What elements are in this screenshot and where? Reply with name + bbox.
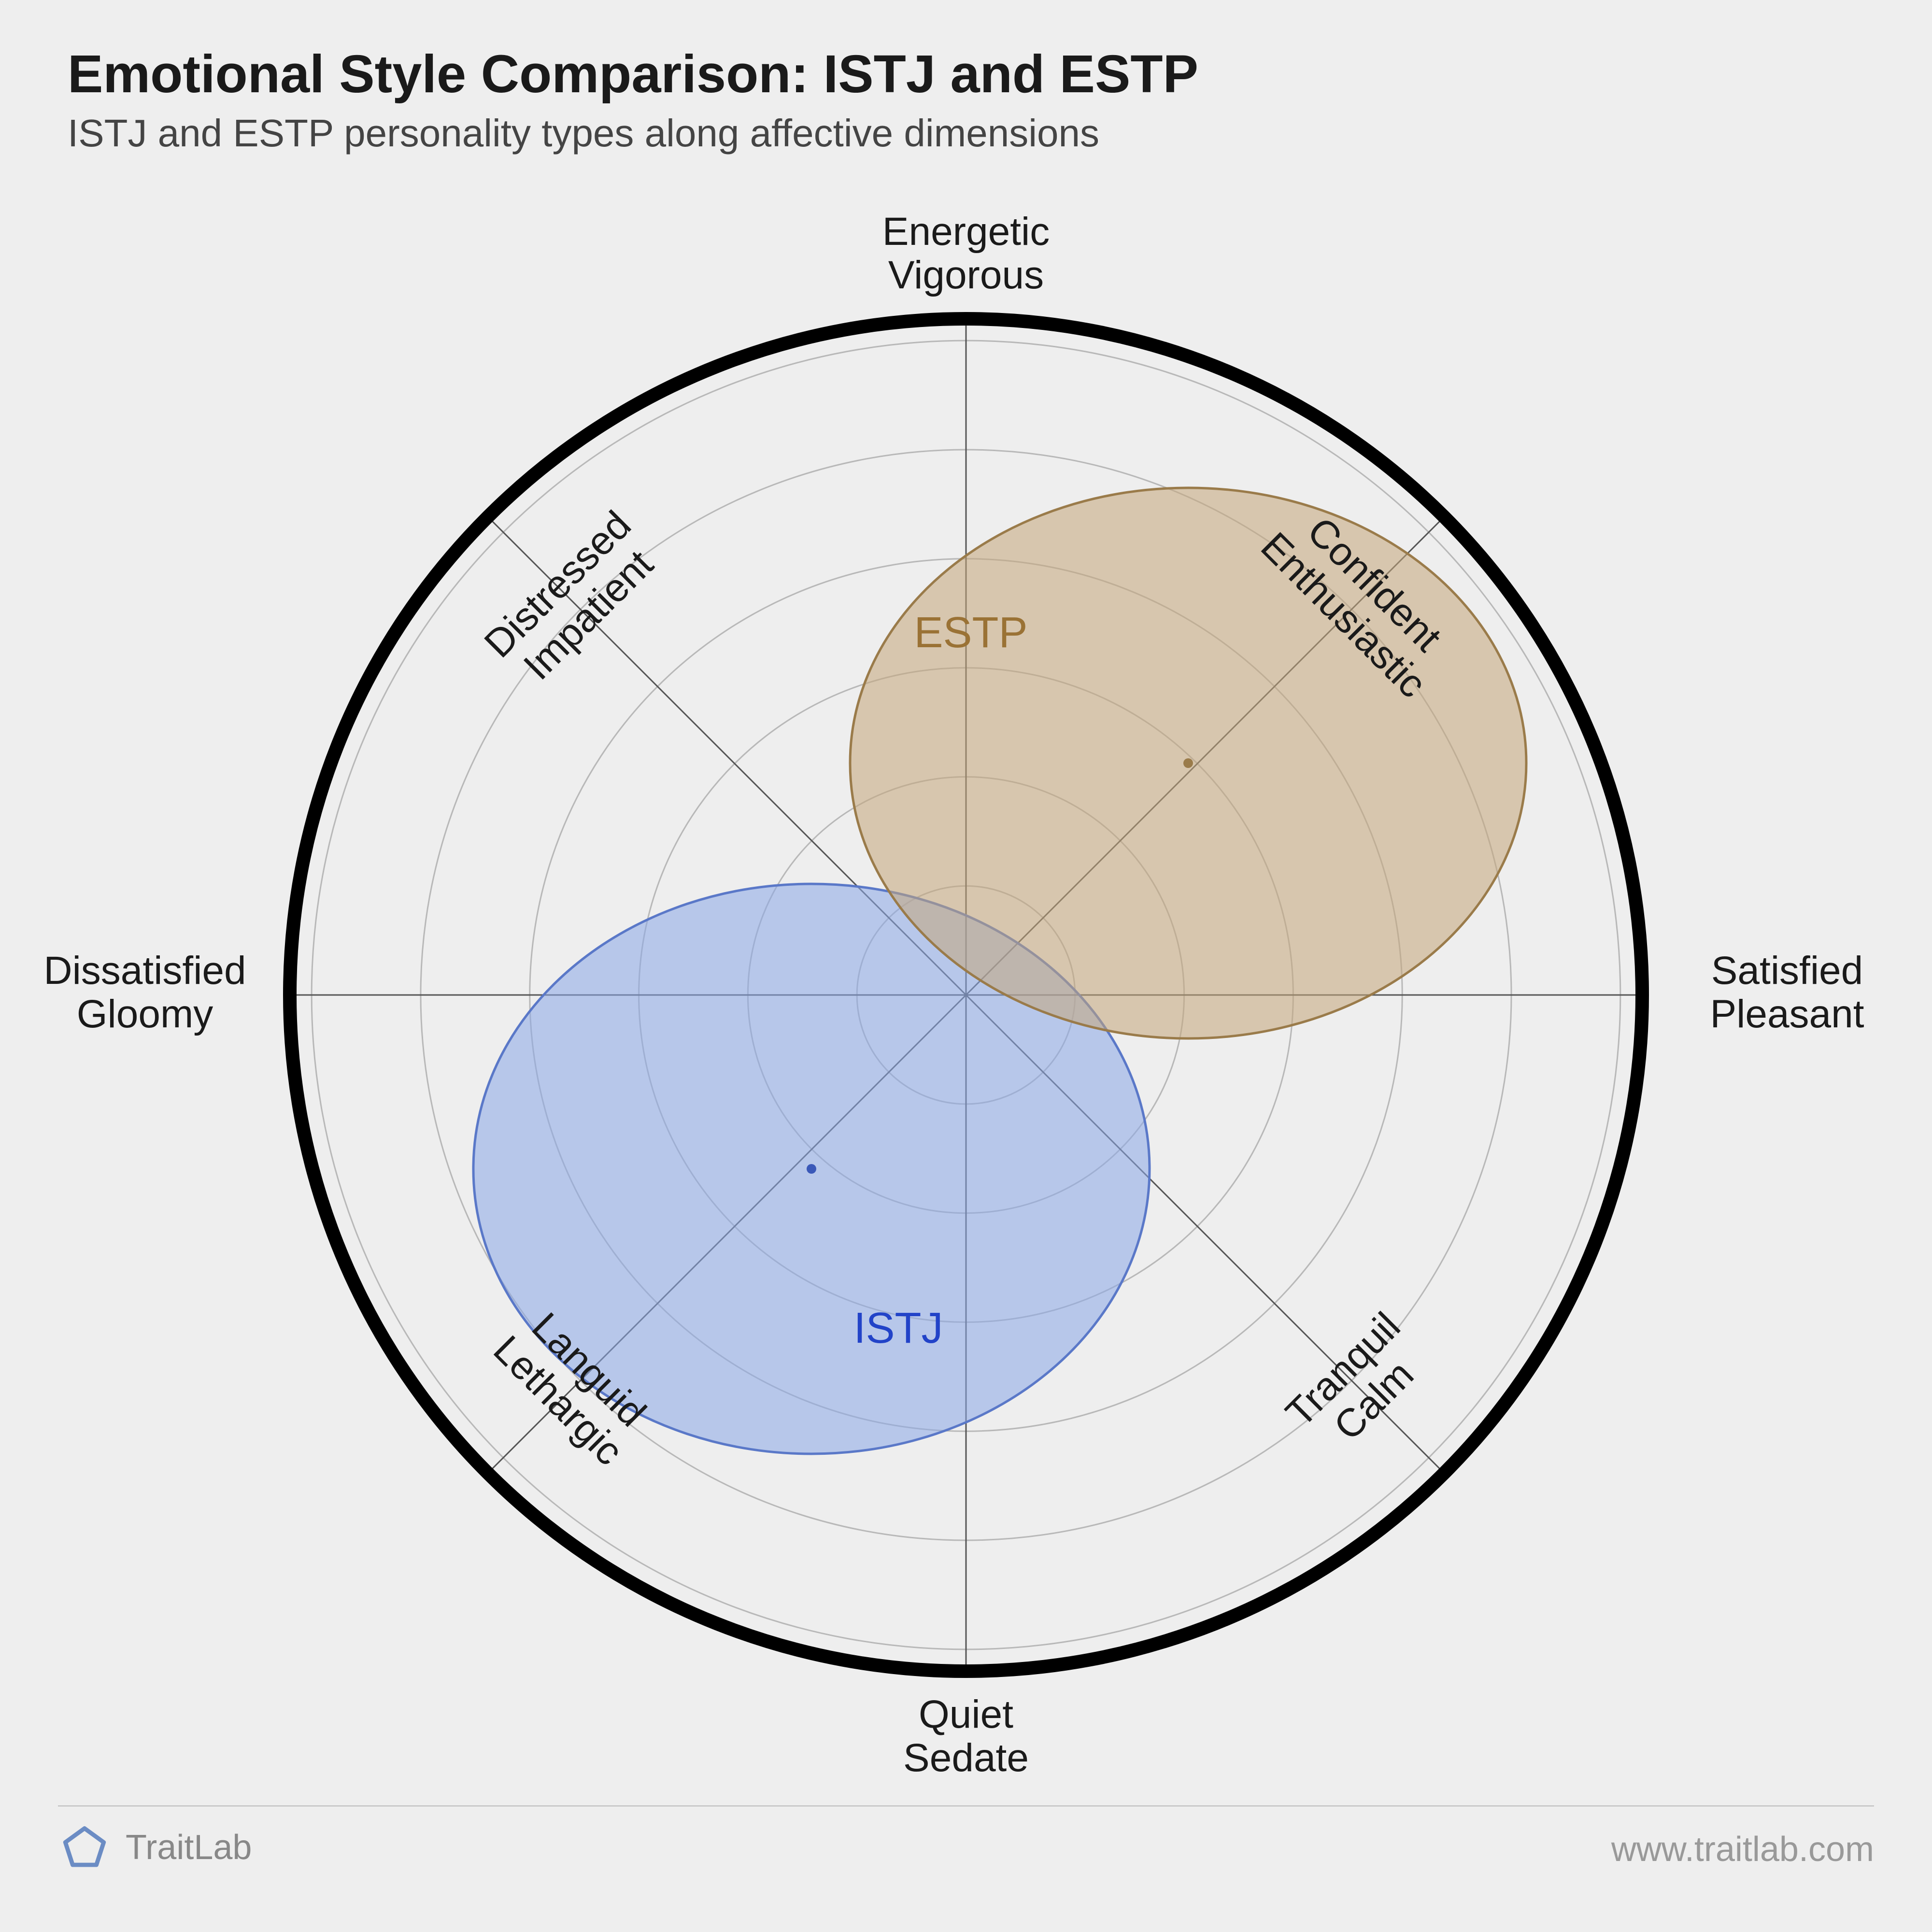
- footer-divider: [58, 1805, 1874, 1806]
- footer-brand-text: TraitLab: [126, 1828, 252, 1867]
- axis-label-right: SatisfiedPleasant: [1652, 949, 1922, 1036]
- footer-url: www.traitlab.com: [1611, 1830, 1874, 1869]
- blob-label-estp: ESTP: [914, 609, 1027, 657]
- traitlab-logo-icon: [58, 1821, 111, 1874]
- axis-label-bottom: QuietSedate: [797, 1693, 1135, 1780]
- chart-canvas: Emotional Style Comparison: ISTJ and EST…: [0, 0, 1932, 1932]
- axis-label-top: EnergeticVigorous: [797, 210, 1135, 297]
- blob-label-istj: ISTJ: [853, 1304, 943, 1352]
- footer-brand: TraitLab: [58, 1821, 252, 1874]
- axis-label-left: DissatisfiedGloomy: [10, 949, 280, 1036]
